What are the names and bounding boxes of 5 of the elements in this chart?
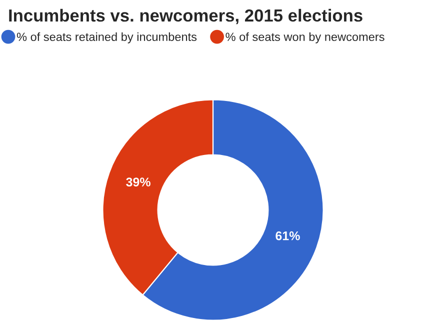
data-label: 61%	[276, 231, 300, 240]
data-label: 39%	[126, 178, 150, 186]
legend-label: % of seats retained by incumbents	[16, 32, 197, 44]
legend-label: % of seats won by newcomers	[226, 32, 384, 44]
chart-title: Incumbents vs. newcomers, 2015 elections	[9, 8, 362, 24]
